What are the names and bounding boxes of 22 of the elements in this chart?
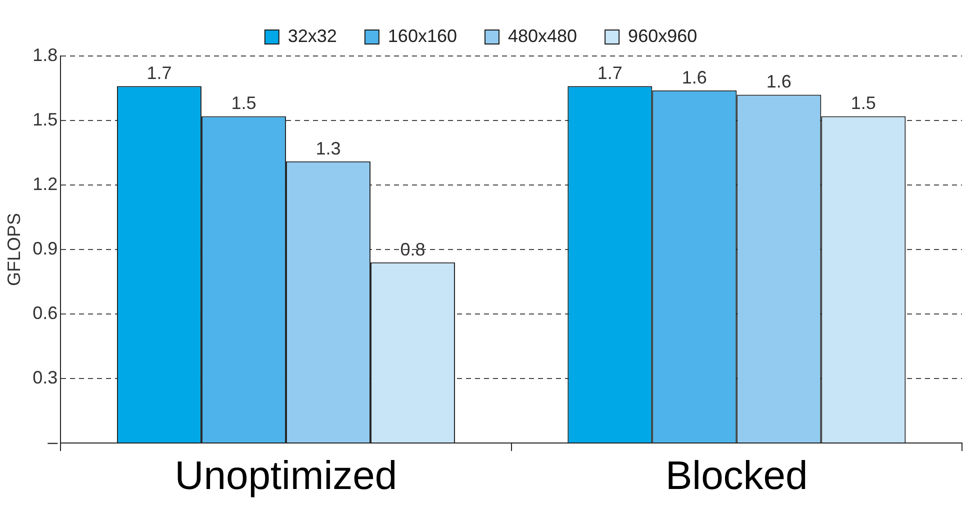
data-label: 1.3 (316, 138, 341, 158)
y-axis-title: GFLOPS (4, 212, 24, 286)
data-label: 1.6 (766, 72, 792, 92)
data-label: 1.5 (850, 93, 876, 114)
legend-label: 160x160 (388, 26, 458, 46)
y-tick-label: – (48, 432, 58, 452)
y-tick-label: 1.5 (32, 109, 58, 130)
legend-label: 480x480 (508, 26, 578, 46)
legend-label: 960x960 (628, 26, 698, 46)
y-tick-label: 0.6 (32, 302, 58, 323)
x-tick-label: Unoptimized (174, 454, 398, 498)
data-label: 1.7 (597, 63, 622, 84)
data-label: 1.7 (146, 63, 172, 84)
data-label: 1.5 (231, 93, 256, 114)
legend-label: 32x32 (288, 26, 337, 46)
data-label: 1.6 (682, 67, 707, 88)
y-tick-label: 1.2 (32, 174, 58, 194)
y-tick-label: 0.9 (32, 238, 58, 258)
y-tick-label: 1.8 (32, 44, 58, 65)
data-label: 0.8 (400, 239, 426, 260)
x-tick-label: Blocked (666, 454, 808, 498)
y-tick-label: 0.3 (32, 367, 58, 388)
